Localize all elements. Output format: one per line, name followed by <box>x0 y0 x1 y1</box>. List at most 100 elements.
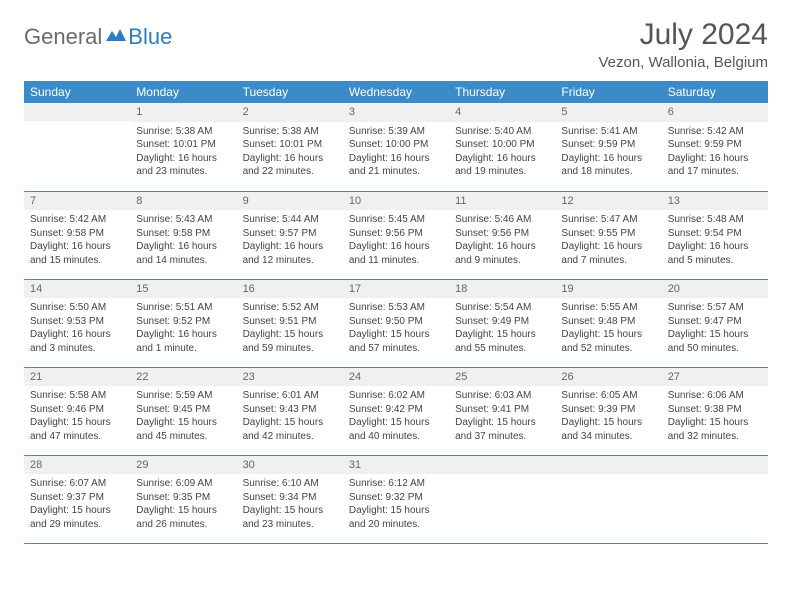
day-number: 29 <box>130 456 236 475</box>
sunset-line: Sunset: 9:51 PM <box>243 315 337 329</box>
sunset-line: Sunset: 9:50 PM <box>349 315 443 329</box>
sunrise-line: Sunrise: 5:39 AM <box>349 125 443 139</box>
day-details: Sunrise: 5:51 AMSunset: 9:52 PMDaylight:… <box>130 298 236 359</box>
day-number: 8 <box>130 192 236 211</box>
daylight-line: Daylight: 16 hours and 1 minute. <box>136 328 230 355</box>
page-header: General Blue July 2024 Vezon, Wallonia, … <box>24 18 768 71</box>
day-details: Sunrise: 6:03 AMSunset: 9:41 PMDaylight:… <box>449 386 555 447</box>
daylight-line: Daylight: 15 hours and 20 minutes. <box>349 504 443 531</box>
day-details: Sunrise: 5:45 AMSunset: 9:56 PMDaylight:… <box>343 210 449 271</box>
day-number: 31 <box>343 456 449 475</box>
calendar-day-cell: 30Sunrise: 6:10 AMSunset: 9:34 PMDayligh… <box>237 455 343 543</box>
day-details: Sunrise: 5:59 AMSunset: 9:45 PMDaylight:… <box>130 386 236 447</box>
day-header: Sunday <box>24 81 130 103</box>
sunrise-line: Sunrise: 5:52 AM <box>243 301 337 315</box>
sunrise-line: Sunrise: 5:54 AM <box>455 301 549 315</box>
calendar-day-cell: 3Sunrise: 5:39 AMSunset: 10:00 PMDayligh… <box>343 103 449 191</box>
day-number: 22 <box>130 368 236 387</box>
day-number: 23 <box>237 368 343 387</box>
calendar-table: SundayMondayTuesdayWednesdayThursdayFrid… <box>24 81 768 544</box>
sunrise-line: Sunrise: 6:07 AM <box>30 477 124 491</box>
calendar-day-cell: 7Sunrise: 5:42 AMSunset: 9:58 PMDaylight… <box>24 191 130 279</box>
calendar-day-cell: 20Sunrise: 5:57 AMSunset: 9:47 PMDayligh… <box>662 279 768 367</box>
calendar-week-row: 28Sunrise: 6:07 AMSunset: 9:37 PMDayligh… <box>24 455 768 543</box>
logo-text-blue: Blue <box>128 24 172 50</box>
day-details: Sunrise: 6:10 AMSunset: 9:34 PMDaylight:… <box>237 474 343 535</box>
sunset-line: Sunset: 9:58 PM <box>30 227 124 241</box>
day-details: Sunrise: 6:05 AMSunset: 9:39 PMDaylight:… <box>555 386 661 447</box>
daylight-line: Daylight: 16 hours and 3 minutes. <box>30 328 124 355</box>
sunrise-line: Sunrise: 5:42 AM <box>668 125 762 139</box>
calendar-day-cell: 4Sunrise: 5:40 AMSunset: 10:00 PMDayligh… <box>449 103 555 191</box>
day-number: 26 <box>555 368 661 387</box>
daylight-line: Daylight: 15 hours and 47 minutes. <box>30 416 124 443</box>
calendar-day-cell: 26Sunrise: 6:05 AMSunset: 9:39 PMDayligh… <box>555 367 661 455</box>
sunrise-line: Sunrise: 5:38 AM <box>136 125 230 139</box>
sunrise-line: Sunrise: 6:06 AM <box>668 389 762 403</box>
sunrise-line: Sunrise: 5:53 AM <box>349 301 443 315</box>
sunset-line: Sunset: 10:01 PM <box>136 138 230 152</box>
calendar-day-cell: 17Sunrise: 5:53 AMSunset: 9:50 PMDayligh… <box>343 279 449 367</box>
daylight-line: Daylight: 16 hours and 17 minutes. <box>668 152 762 179</box>
daylight-line: Daylight: 16 hours and 12 minutes. <box>243 240 337 267</box>
sunrise-line: Sunrise: 5:45 AM <box>349 213 443 227</box>
day-details: Sunrise: 5:38 AMSunset: 10:01 PMDaylight… <box>237 122 343 183</box>
sunrise-line: Sunrise: 5:58 AM <box>30 389 124 403</box>
sunset-line: Sunset: 9:58 PM <box>136 227 230 241</box>
day-number: 28 <box>24 456 130 475</box>
calendar-day-cell: 21Sunrise: 5:58 AMSunset: 9:46 PMDayligh… <box>24 367 130 455</box>
daylight-line: Daylight: 15 hours and 40 minutes. <box>349 416 443 443</box>
day-details: Sunrise: 5:42 AMSunset: 9:58 PMDaylight:… <box>24 210 130 271</box>
sunset-line: Sunset: 9:54 PM <box>668 227 762 241</box>
day-number-empty <box>555 456 661 474</box>
calendar-day-cell: 18Sunrise: 5:54 AMSunset: 9:49 PMDayligh… <box>449 279 555 367</box>
day-number: 7 <box>24 192 130 211</box>
day-details: Sunrise: 5:47 AMSunset: 9:55 PMDaylight:… <box>555 210 661 271</box>
sunrise-line: Sunrise: 5:50 AM <box>30 301 124 315</box>
daylight-line: Daylight: 15 hours and 26 minutes. <box>136 504 230 531</box>
sunrise-line: Sunrise: 6:12 AM <box>349 477 443 491</box>
day-details: Sunrise: 5:41 AMSunset: 9:59 PMDaylight:… <box>555 122 661 183</box>
day-details: Sunrise: 5:58 AMSunset: 9:46 PMDaylight:… <box>24 386 130 447</box>
sunset-line: Sunset: 9:48 PM <box>561 315 655 329</box>
day-details: Sunrise: 5:54 AMSunset: 9:49 PMDaylight:… <box>449 298 555 359</box>
sunrise-line: Sunrise: 6:01 AM <box>243 389 337 403</box>
sunset-line: Sunset: 9:42 PM <box>349 403 443 417</box>
day-number: 25 <box>449 368 555 387</box>
day-number: 27 <box>662 368 768 387</box>
day-number: 13 <box>662 192 768 211</box>
day-details: Sunrise: 6:02 AMSunset: 9:42 PMDaylight:… <box>343 386 449 447</box>
day-number: 16 <box>237 280 343 299</box>
calendar-day-cell: 8Sunrise: 5:43 AMSunset: 9:58 PMDaylight… <box>130 191 236 279</box>
calendar-day-cell: 22Sunrise: 5:59 AMSunset: 9:45 PMDayligh… <box>130 367 236 455</box>
sunrise-line: Sunrise: 6:09 AM <box>136 477 230 491</box>
sunrise-line: Sunrise: 5:46 AM <box>455 213 549 227</box>
daylight-line: Daylight: 15 hours and 29 minutes. <box>30 504 124 531</box>
day-details: Sunrise: 5:48 AMSunset: 9:54 PMDaylight:… <box>662 210 768 271</box>
day-details: Sunrise: 5:43 AMSunset: 9:58 PMDaylight:… <box>130 210 236 271</box>
calendar-week-row: 14Sunrise: 5:50 AMSunset: 9:53 PMDayligh… <box>24 279 768 367</box>
day-number: 20 <box>662 280 768 299</box>
day-details: Sunrise: 5:52 AMSunset: 9:51 PMDaylight:… <box>237 298 343 359</box>
location-text: Vezon, Wallonia, Belgium <box>598 54 768 71</box>
sunset-line: Sunset: 9:32 PM <box>349 491 443 505</box>
day-number: 2 <box>237 103 343 122</box>
day-number-empty <box>662 456 768 474</box>
day-details: Sunrise: 5:38 AMSunset: 10:01 PMDaylight… <box>130 122 236 183</box>
day-details: Sunrise: 5:50 AMSunset: 9:53 PMDaylight:… <box>24 298 130 359</box>
day-details: Sunrise: 5:46 AMSunset: 9:56 PMDaylight:… <box>449 210 555 271</box>
calendar-day-cell: 9Sunrise: 5:44 AMSunset: 9:57 PMDaylight… <box>237 191 343 279</box>
daylight-line: Daylight: 15 hours and 42 minutes. <box>243 416 337 443</box>
day-number: 4 <box>449 103 555 122</box>
day-number: 11 <box>449 192 555 211</box>
sunset-line: Sunset: 9:49 PM <box>455 315 549 329</box>
sunrise-line: Sunrise: 5:51 AM <box>136 301 230 315</box>
sunset-line: Sunset: 9:34 PM <box>243 491 337 505</box>
sunrise-line: Sunrise: 5:57 AM <box>668 301 762 315</box>
sunset-line: Sunset: 9:56 PM <box>349 227 443 241</box>
calendar-day-cell: 19Sunrise: 5:55 AMSunset: 9:48 PMDayligh… <box>555 279 661 367</box>
sunset-line: Sunset: 9:57 PM <box>243 227 337 241</box>
day-header-row: SundayMondayTuesdayWednesdayThursdayFrid… <box>24 81 768 103</box>
day-number: 24 <box>343 368 449 387</box>
day-details: Sunrise: 5:57 AMSunset: 9:47 PMDaylight:… <box>662 298 768 359</box>
